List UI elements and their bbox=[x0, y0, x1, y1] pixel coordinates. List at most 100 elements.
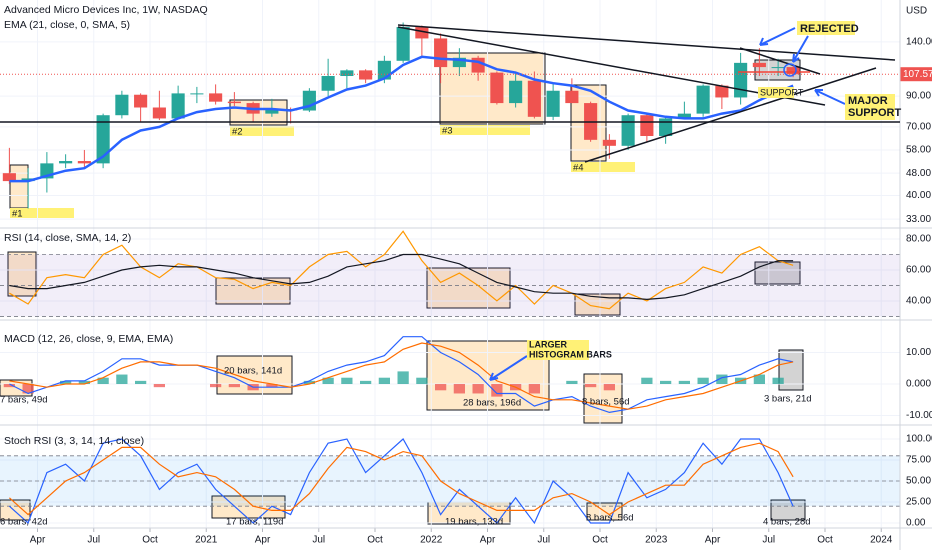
price-tag bbox=[900, 67, 932, 82]
count-label: 6 bars, 42d bbox=[0, 517, 48, 528]
y-tick-label: 0.00 bbox=[906, 518, 926, 529]
histogram-bar bbox=[566, 380, 578, 385]
y-tick-label: 40.00 bbox=[906, 190, 931, 201]
arrow bbox=[792, 35, 809, 63]
box bbox=[754, 261, 801, 285]
annotation: MAJOR bbox=[848, 95, 888, 107]
y-tick-label: 60.00 bbox=[906, 265, 931, 276]
y-tick-label: 40.00 bbox=[906, 296, 931, 307]
label-strip bbox=[10, 208, 74, 218]
x-tick-label: Jul bbox=[312, 535, 325, 546]
count-label: 17 bars, 119d bbox=[226, 517, 283, 528]
histogram-bar bbox=[22, 384, 34, 394]
candle-body bbox=[565, 90, 579, 104]
count-label: 7 bars, 49d bbox=[0, 395, 48, 406]
trend-line bbox=[397, 24, 896, 61]
histogram-bar bbox=[341, 377, 353, 385]
series-line bbox=[9, 336, 794, 414]
histogram-bar bbox=[678, 380, 690, 385]
candle-body bbox=[190, 93, 204, 95]
series-line bbox=[8, 442, 794, 516]
circle bbox=[783, 63, 797, 77]
count-label: 19 bars, 133d bbox=[445, 517, 503, 528]
y-tick-label: 70.00 bbox=[906, 122, 931, 133]
annotation: SUPPORT bbox=[760, 87, 804, 97]
histogram-bar bbox=[266, 384, 278, 388]
candle-body bbox=[59, 161, 73, 164]
histogram-bar bbox=[360, 380, 372, 385]
histogram-bar bbox=[60, 380, 72, 385]
marker: #3 bbox=[442, 126, 453, 137]
annotation: REJECTED bbox=[800, 23, 859, 35]
histogram-bar bbox=[435, 384, 447, 391]
histogram-bar bbox=[228, 384, 240, 388]
indicator-title: EMA (21, close, 0, SMA, 5) bbox=[4, 19, 130, 31]
histogram-bar bbox=[772, 377, 784, 385]
y-tick-label: 90.00 bbox=[906, 91, 931, 102]
candle-body bbox=[321, 76, 335, 91]
candle-body bbox=[115, 94, 129, 116]
y-tick-label: 33.00 bbox=[906, 214, 931, 225]
arrow bbox=[814, 89, 846, 105]
x-tick-label: 2022 bbox=[420, 535, 443, 546]
marker: #1 bbox=[12, 209, 23, 220]
count-label: 20 bars, 141d bbox=[224, 366, 282, 377]
candle-body bbox=[265, 109, 279, 114]
histogram-bar bbox=[641, 377, 653, 385]
y-tick-label: 0.000 bbox=[906, 379, 931, 390]
candle-body bbox=[640, 115, 654, 136]
candle-body bbox=[786, 67, 800, 75]
candle-body bbox=[602, 139, 616, 146]
y-tick-label: 25.00 bbox=[906, 497, 931, 508]
label-bg bbox=[758, 87, 794, 98]
histogram-bar bbox=[153, 384, 165, 388]
candle-body bbox=[340, 70, 354, 77]
candle-body bbox=[377, 60, 391, 80]
x-tick-label: 2023 bbox=[645, 535, 668, 546]
histogram-bar bbox=[753, 374, 765, 385]
candle-body bbox=[452, 57, 466, 68]
annotation: HISTOGRAM BARS bbox=[529, 349, 612, 359]
candle-body bbox=[134, 94, 148, 108]
histogram-bar bbox=[660, 380, 672, 385]
currency: USD bbox=[906, 6, 927, 17]
count-label: 28 bars, 196d bbox=[463, 398, 521, 409]
trend-line bbox=[584, 67, 877, 163]
candle-body bbox=[490, 72, 504, 104]
candle-body bbox=[715, 85, 729, 98]
label-strip bbox=[440, 125, 530, 135]
indicator-title: MACD (12, 26, close, 9, EMA, EMA) bbox=[4, 333, 173, 345]
box bbox=[770, 499, 806, 521]
x-tick-label: Apr bbox=[705, 535, 721, 546]
annotation: LARGER bbox=[529, 339, 568, 349]
candle-body bbox=[677, 113, 691, 119]
label-bg bbox=[797, 21, 855, 35]
marker: #2 bbox=[232, 127, 243, 138]
y-tick-label: 80.00 bbox=[906, 234, 931, 245]
histogram-bar bbox=[3, 384, 15, 388]
series-line bbox=[8, 438, 794, 525]
y-tick-label: 48.00 bbox=[906, 168, 931, 179]
x-tick-label: Oct bbox=[592, 535, 608, 546]
candle-body bbox=[509, 80, 523, 104]
histogram-bar bbox=[603, 384, 615, 391]
candle-body bbox=[209, 93, 223, 102]
histogram-bar bbox=[585, 384, 597, 388]
indicator-title: RSI (14, close, SMA, 14, 2) bbox=[4, 232, 131, 244]
label-bg bbox=[845, 94, 895, 120]
candle-body bbox=[434, 38, 448, 68]
x-tick-label: 2024 bbox=[870, 535, 893, 546]
histogram-bar bbox=[453, 384, 465, 394]
histogram-bar bbox=[416, 377, 428, 385]
annotation: SUPPORT bbox=[848, 107, 901, 119]
candle-body bbox=[621, 115, 635, 146]
box bbox=[9, 164, 29, 209]
histogram-bar bbox=[97, 377, 109, 385]
y-tick-label: 50.00 bbox=[906, 476, 931, 487]
candle-body bbox=[152, 107, 166, 119]
histogram-bar bbox=[378, 377, 390, 385]
y-tick-label: 140.00 bbox=[906, 37, 932, 48]
histogram-bar bbox=[116, 374, 128, 385]
